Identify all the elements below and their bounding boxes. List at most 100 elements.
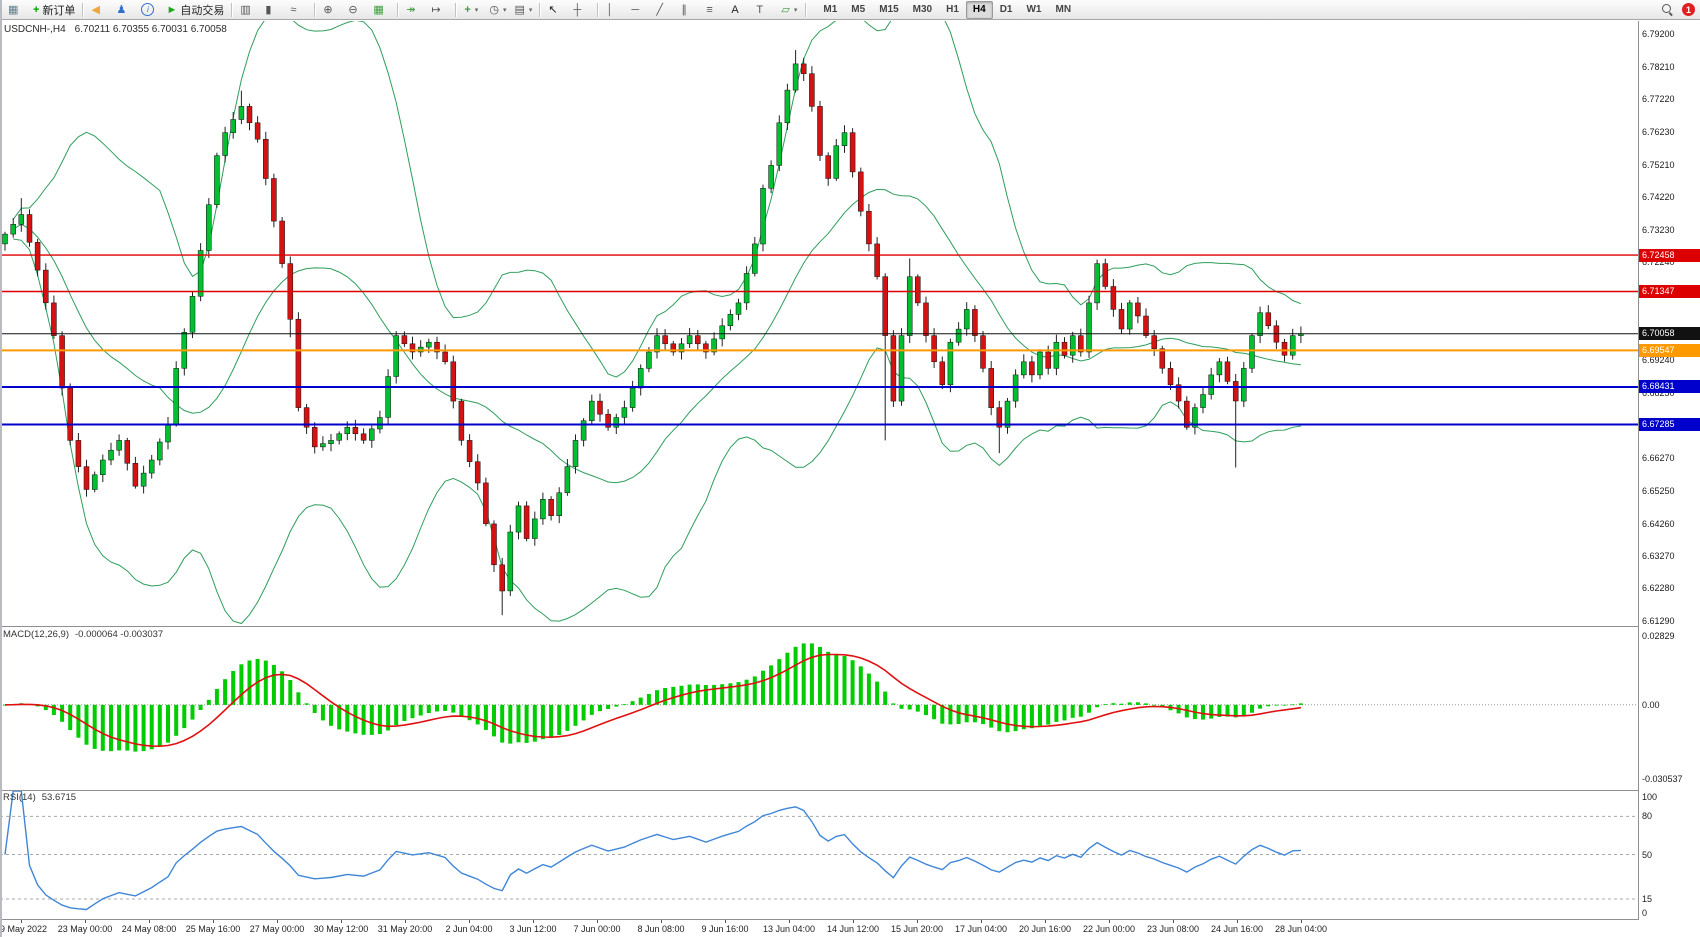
macd-label: MACD(12,26,9) -0.000064 -0.003037 <box>3 629 163 640</box>
cursor-icon[interactable]: ↖ <box>544 0 569 19</box>
shapes-icon: ▱ <box>781 3 790 16</box>
tab-timeframe-M1[interactable]: M1 <box>823 3 838 15</box>
zoom-out-icon: ⊖ <box>348 3 358 16</box>
time-axis-label: 7 Jun 00:00 <box>573 924 621 934</box>
time-axis-label: 25 May 16:00 <box>185 924 241 934</box>
community-icon: ♟ <box>116 3 127 16</box>
chart-ohlc-values: 6.70211 6.70355 6.70031 6.70058 <box>74 24 227 35</box>
rsi-axis-label: 50 <box>1642 850 1653 860</box>
candlestick-chart-icon[interactable]: ▮ <box>261 0 286 19</box>
label-icon[interactable]: T <box>752 0 777 19</box>
search-icon[interactable] <box>1661 3 1674 16</box>
time-tick <box>21 920 22 923</box>
price-axis-label: 6.62280 <box>1642 583 1675 593</box>
price-badge: 6.71347 <box>1639 285 1700 298</box>
time-tick <box>661 920 662 923</box>
chart-shift-icon[interactable]: ↦ <box>427 0 452 19</box>
rsi-label: RSI(14) 53.6715 <box>3 792 76 803</box>
toolbar-separator <box>82 2 85 17</box>
crosshair-icon[interactable]: ┼ <box>569 0 594 19</box>
time-axis-label: 3 Jun 12:00 <box>509 924 557 934</box>
price-axis-label: 6.74220 <box>1642 192 1675 202</box>
time-tick <box>85 920 86 923</box>
shapes-icon[interactable]: ▱ ▾ <box>777 0 802 19</box>
time-tick <box>277 920 278 923</box>
trendline-icon[interactable]: ╱ <box>652 0 677 19</box>
macd-chart[interactable] <box>0 628 1638 789</box>
tab-timeframe-D1[interactable]: D1 <box>999 3 1013 15</box>
periods-icon[interactable]: ◷ ▾ <box>485 0 510 19</box>
info-icon[interactable]: i <box>137 0 162 19</box>
time-tick <box>1045 920 1046 923</box>
announcement-icon[interactable]: ◀ <box>87 0 112 19</box>
autotrade-button[interactable]: ► 自动交易 <box>162 0 228 19</box>
time-tick <box>1173 920 1174 923</box>
auto-scroll-icon: ↠ <box>406 3 416 16</box>
new-chart-icon[interactable]: ▦ <box>4 0 29 19</box>
time-axis-label: 23 Jun 08:00 <box>1146 924 1200 934</box>
rsi-chart[interactable] <box>0 791 1638 918</box>
toolbar-items: ▦ + 新订单 ◀ ♟ i ► 自动交易 ▥ ▮ ≈ ⊕ ⊖ ▦ ↠ ↦ + ▾ ◷ ▾ ▤ ▾ ↖ ┼ │ ─ ╱ ∥ ≡ A T ▱ ▾ <box>4 0 810 20</box>
time-axis[interactable]: 19 May 2022 23 May 00:00 24 May 08:00 25 Ma… <box>0 920 1638 937</box>
time-axis-label: 28 Jun 04:00 <box>1274 924 1328 934</box>
zoom-out-icon[interactable]: ⊖ <box>344 0 369 19</box>
toolbar-right: 1 <box>1661 3 1695 16</box>
tab-timeframe-M5[interactable]: M5 <box>851 3 866 15</box>
templates-icon[interactable]: ▤ ▾ <box>510 0 536 19</box>
tile-windows-icon[interactable]: ▦ <box>369 0 394 19</box>
time-tick <box>853 920 854 923</box>
tab-timeframe-H4[interactable]: H4 <box>965 0 993 19</box>
chart-area: USDCNH-,H4 6.70211 6.70355 6.70031 6.700… <box>0 21 1700 937</box>
channel-icon[interactable]: ∥ <box>677 0 702 19</box>
time-axis-label: 27 May 00:00 <box>249 924 305 934</box>
line-chart-icon: ≈ <box>290 3 297 16</box>
dropdown-arrow-icon: ▾ <box>793 6 798 14</box>
tile-windows-icon: ▦ <box>373 3 384 16</box>
time-tick <box>149 920 150 923</box>
price-chart[interactable] <box>0 21 1638 626</box>
panel-separator[interactable] <box>0 790 1700 791</box>
price-axis-label: 6.63270 <box>1642 551 1675 561</box>
time-tick <box>917 920 918 923</box>
notification-badge[interactable]: 1 <box>1682 3 1695 16</box>
bollinger-upper-band <box>12 21 1302 378</box>
time-tick <box>213 920 214 923</box>
bollinger-lower-band <box>13 238 1301 625</box>
rsi-axis-label: 80 <box>1642 811 1653 821</box>
time-tick <box>1237 920 1238 923</box>
time-tick <box>405 920 406 923</box>
fibonacci-icon[interactable]: ≡ <box>702 0 727 19</box>
time-axis-label: 17 Jun 04:00 <box>954 924 1008 934</box>
time-axis-border <box>0 919 1700 920</box>
new-chart-icon: ▦ <box>8 3 19 16</box>
panel-separator[interactable] <box>0 626 1700 627</box>
macd-histogram <box>3 643 1303 752</box>
price-badge: 6.70058 <box>1639 327 1700 340</box>
indicators-icon[interactable]: + ▾ <box>460 0 485 19</box>
price-axis[interactable]: 6.79200 6.78210 6.77220 6.76230 6.75210 6.742… <box>1639 21 1700 937</box>
price-axis-label: 6.64260 <box>1642 519 1675 529</box>
auto-scroll-icon[interactable]: ↠ <box>402 0 427 19</box>
tab-timeframe-MN[interactable]: MN <box>1055 3 1072 15</box>
toolbar-separator <box>805 2 808 17</box>
vertical-line-icon[interactable]: │ <box>602 0 627 19</box>
community-icon[interactable]: ♟ <box>112 0 137 19</box>
price-axis-label: 6.76230 <box>1642 127 1675 137</box>
autotrade-button-label: 自动交易 <box>180 4 225 17</box>
tab-timeframe-W1[interactable]: W1 <box>1026 3 1042 15</box>
time-axis-label: 30 May 12:00 <box>313 924 369 934</box>
tab-timeframe-M30[interactable]: M30 <box>912 3 933 15</box>
zoom-in-icon[interactable]: ⊕ <box>319 0 344 19</box>
bar-chart-icon[interactable]: ▥ <box>236 0 261 19</box>
new-order-button[interactable]: + 新订单 <box>29 0 79 19</box>
tab-timeframe-M15[interactable]: M15 <box>879 3 899 15</box>
horizontal-line-icon[interactable]: ─ <box>627 0 652 19</box>
price-axis-label: 6.69240 <box>1642 355 1675 365</box>
candlestick-chart-icon: ▮ <box>265 3 272 16</box>
tab-timeframe-H1[interactable]: H1 <box>946 3 959 15</box>
crosshair-icon: ┼ <box>573 3 582 16</box>
text-icon[interactable]: A <box>727 0 752 19</box>
line-chart-icon[interactable]: ≈ <box>286 0 311 19</box>
time-axis-label: 15 Jun 20:00 <box>890 924 944 934</box>
chart-symbol-period: USDCNH-,H4 <box>4 24 66 35</box>
